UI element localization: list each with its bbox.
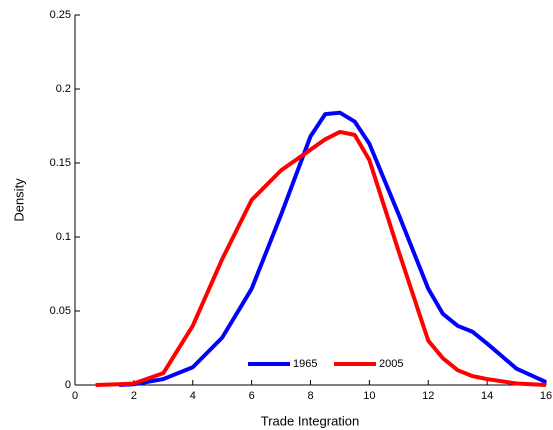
x-tick-label: 12 [422,390,434,402]
x-tick-label: 0 [72,390,78,402]
legend-label: 2005 [379,358,403,370]
y-tick-label: 0.2 [56,83,71,95]
y-tick-label: 0.15 [50,157,71,169]
x-tick-label: 4 [190,390,196,402]
x-axis-label: Trade Integration [261,413,360,428]
y-tick-label: 0 [65,379,71,391]
y-axis-label: Density [11,178,26,222]
x-tick-label: 16 [540,390,552,402]
y-tick-label: 0.05 [50,305,71,317]
x-tick-label: 10 [363,390,375,402]
y-tick-label: 0.25 [50,9,71,21]
data-line [119,110,547,387]
data-line [95,129,547,387]
legend-label: 1965 [293,358,317,370]
x-tick-label: 2 [131,390,137,402]
x-tick-label: 6 [249,390,255,402]
x-tick-label: 14 [481,390,493,402]
x-tick-label: 8 [307,390,313,402]
y-tick-label: 0.1 [56,231,71,243]
